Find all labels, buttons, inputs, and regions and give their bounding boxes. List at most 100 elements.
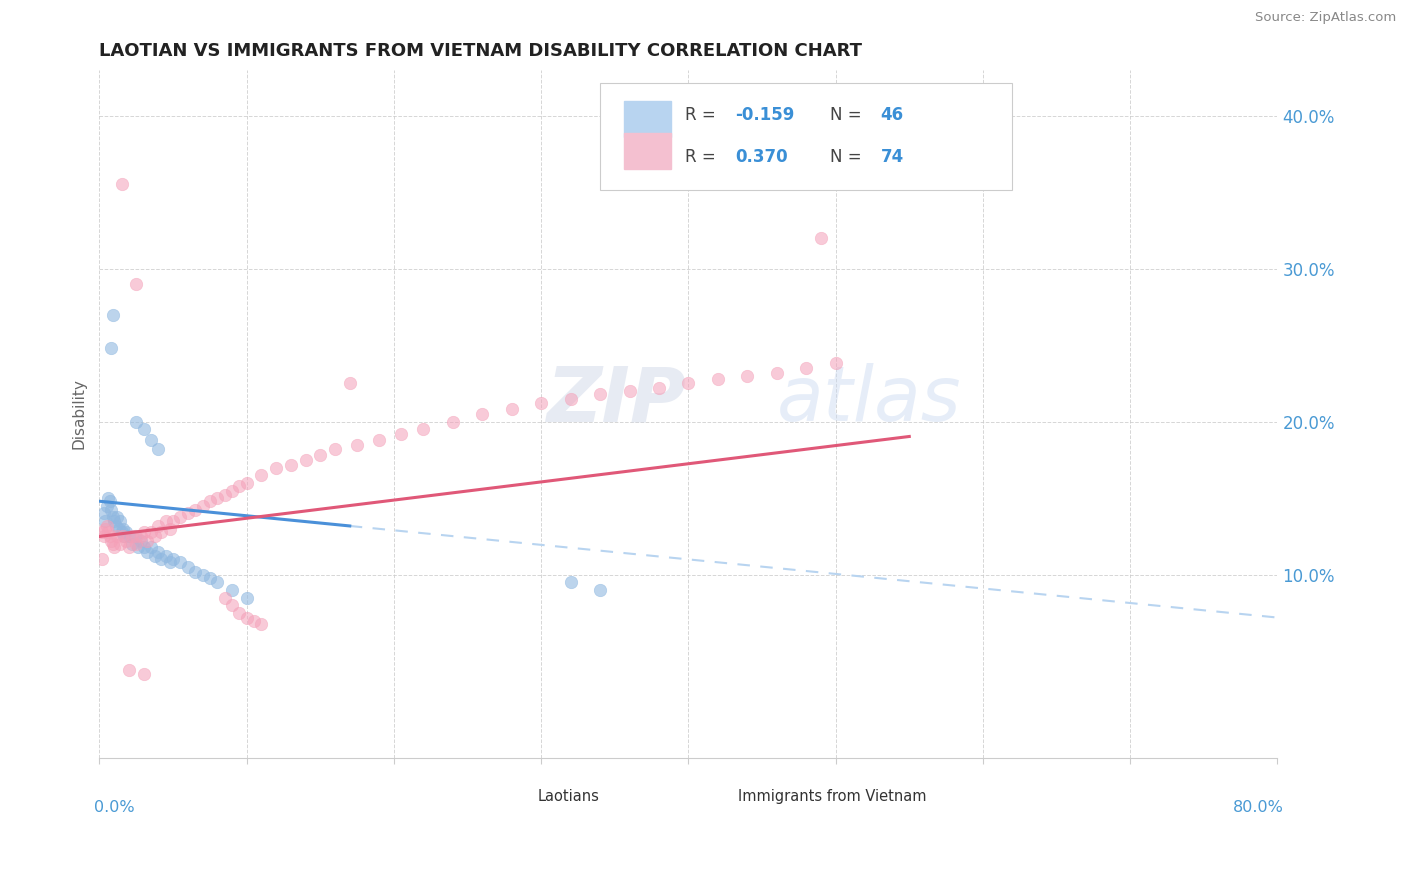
Point — [127, 540, 149, 554]
Point — [221, 599, 243, 613]
Point — [135, 545, 157, 559]
Point — [104, 518, 127, 533]
Point — [107, 522, 129, 536]
Point — [139, 433, 162, 447]
Point — [198, 494, 221, 508]
Point — [101, 308, 124, 322]
Point — [132, 524, 155, 539]
Point — [111, 522, 134, 536]
Point — [129, 534, 152, 549]
Point — [264, 460, 287, 475]
Point — [530, 396, 553, 410]
Point — [139, 524, 162, 539]
Point — [560, 392, 582, 406]
Point — [103, 540, 125, 554]
Point — [221, 483, 243, 498]
Text: Laotians: Laotians — [537, 789, 599, 804]
Point — [132, 667, 155, 681]
Point — [162, 552, 184, 566]
Point — [155, 549, 177, 564]
Point — [707, 372, 730, 386]
Text: 46: 46 — [880, 106, 904, 124]
Point — [93, 529, 115, 543]
Point — [501, 402, 523, 417]
Point — [155, 514, 177, 528]
Text: atlas: atlas — [776, 363, 962, 437]
Point — [221, 582, 243, 597]
Point — [243, 614, 266, 628]
Point — [824, 357, 846, 371]
Point — [323, 442, 346, 457]
Point — [389, 426, 412, 441]
Point — [184, 565, 207, 579]
Point — [125, 277, 148, 291]
Point — [114, 529, 136, 543]
Point — [235, 591, 257, 605]
Point — [148, 518, 170, 533]
Point — [235, 475, 257, 490]
Point — [100, 534, 122, 549]
Text: LAOTIAN VS IMMIGRANTS FROM VIETNAM DISABILITY CORRELATION CHART: LAOTIAN VS IMMIGRANTS FROM VIETNAM DISAB… — [100, 42, 862, 60]
Point — [108, 537, 131, 551]
Point — [94, 514, 117, 528]
Text: R =: R = — [685, 148, 721, 166]
Point — [118, 663, 141, 677]
Point — [100, 503, 122, 517]
Point — [97, 524, 120, 539]
FancyBboxPatch shape — [600, 84, 1012, 190]
Point — [737, 368, 759, 383]
Point — [150, 524, 173, 539]
Point — [101, 509, 124, 524]
Point — [135, 534, 157, 549]
Point — [125, 415, 148, 429]
Point — [111, 529, 134, 543]
Point — [96, 499, 118, 513]
Point — [250, 616, 273, 631]
Point — [121, 529, 143, 543]
Text: -0.159: -0.159 — [735, 106, 794, 124]
Point — [589, 582, 612, 597]
Text: 0.370: 0.370 — [735, 148, 789, 166]
Point — [115, 534, 138, 549]
Point — [294, 453, 316, 467]
Point — [93, 507, 115, 521]
Point — [105, 509, 128, 524]
Point — [235, 610, 257, 624]
Point — [148, 545, 170, 559]
Y-axis label: Disability: Disability — [72, 378, 86, 450]
Point — [794, 361, 817, 376]
Point — [810, 231, 832, 245]
Point — [368, 433, 391, 447]
Point — [198, 571, 221, 585]
Point — [169, 509, 191, 524]
Point — [441, 415, 464, 429]
Point — [471, 407, 494, 421]
Point — [124, 529, 146, 543]
Point — [765, 366, 787, 380]
Point — [94, 522, 117, 536]
Text: Source: ZipAtlas.com: Source: ZipAtlas.com — [1256, 11, 1396, 24]
Point — [98, 529, 121, 543]
Point — [118, 540, 141, 554]
Point — [560, 575, 582, 590]
Point — [412, 422, 434, 436]
Point — [121, 537, 143, 551]
Point — [110, 524, 132, 539]
Point — [110, 178, 132, 192]
Point — [214, 591, 236, 605]
Point — [139, 540, 162, 554]
Point — [309, 448, 332, 462]
Point — [228, 606, 250, 620]
Point — [148, 442, 170, 457]
Point — [115, 524, 138, 539]
Point — [346, 437, 368, 451]
Point — [339, 376, 361, 391]
FancyBboxPatch shape — [624, 101, 671, 137]
Point — [159, 556, 181, 570]
Point — [118, 529, 141, 543]
Text: 0.0%: 0.0% — [94, 799, 134, 814]
Text: R =: R = — [685, 106, 721, 124]
Point — [177, 560, 200, 574]
Point — [184, 503, 207, 517]
Point — [125, 537, 148, 551]
